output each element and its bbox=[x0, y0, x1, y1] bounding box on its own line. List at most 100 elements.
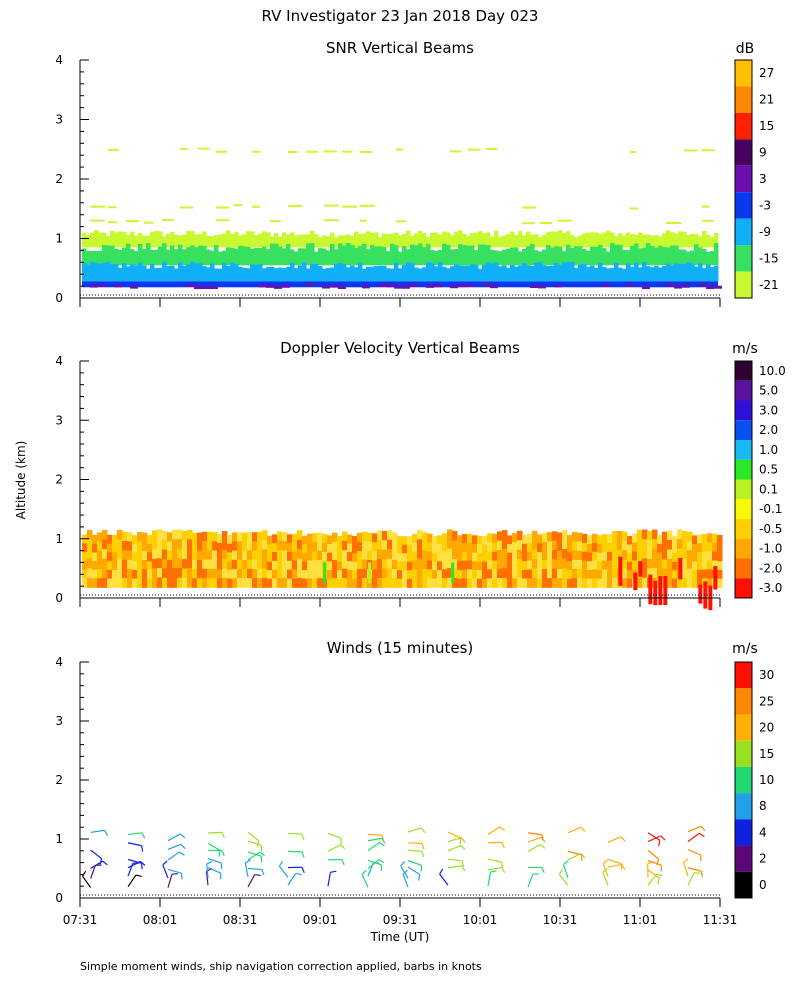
doppler-cell bbox=[422, 568, 428, 579]
doppler-cell bbox=[222, 577, 228, 588]
doppler-cell bbox=[307, 560, 313, 570]
doppler-cell bbox=[497, 531, 503, 542]
wind-barb-flag bbox=[460, 844, 466, 851]
snr-cell bbox=[426, 237, 431, 248]
snr-cell bbox=[270, 266, 275, 282]
doppler-cell bbox=[472, 578, 478, 588]
snr-cell bbox=[458, 265, 463, 282]
doppler-cell bbox=[182, 530, 188, 541]
snr-cell bbox=[122, 247, 127, 266]
doppler-cell bbox=[212, 550, 218, 561]
colorbar-swatch bbox=[735, 440, 752, 460]
doppler-cell bbox=[137, 550, 143, 561]
doppler-cell bbox=[457, 578, 463, 588]
doppler-cell bbox=[482, 561, 488, 571]
snr-cell bbox=[366, 266, 371, 282]
wind-barb-flag bbox=[694, 872, 701, 874]
wind-barb bbox=[407, 849, 423, 852]
doppler-cell bbox=[652, 529, 658, 540]
snr-sparse-echo bbox=[216, 150, 228, 153]
wind-barb bbox=[487, 858, 502, 863]
winds-panel-title: Winds (15 minutes) bbox=[327, 639, 474, 657]
doppler-cell bbox=[707, 560, 713, 570]
doppler-cell bbox=[447, 577, 453, 588]
doppler-cell bbox=[657, 543, 663, 554]
doppler-cell bbox=[157, 567, 163, 579]
doppler-cell bbox=[397, 578, 403, 588]
snr-cell bbox=[422, 267, 427, 282]
snr-cell bbox=[434, 266, 439, 282]
y-tick-label: 2 bbox=[55, 773, 63, 787]
doppler-cell bbox=[327, 552, 333, 562]
snr-sparse-echo bbox=[288, 150, 298, 153]
doppler-cell bbox=[347, 552, 353, 562]
snr-cell bbox=[478, 244, 483, 266]
doppler-cell bbox=[452, 568, 458, 579]
wind-barb-flag bbox=[301, 851, 305, 858]
doppler-cell bbox=[352, 544, 358, 554]
snr-cell bbox=[158, 246, 163, 266]
snr-cell bbox=[562, 250, 567, 266]
doppler-cell bbox=[467, 533, 473, 544]
snr-cell bbox=[466, 265, 471, 282]
doppler-cell bbox=[407, 536, 413, 546]
doppler-cell bbox=[157, 577, 163, 588]
snr-cell bbox=[642, 247, 647, 266]
snr-cell bbox=[674, 245, 679, 266]
snr-cell bbox=[706, 286, 714, 290]
colorbar-label: 20 bbox=[759, 721, 774, 735]
winds-colorbar-unit: m/s bbox=[732, 641, 758, 657]
snr-sparse-echo bbox=[234, 204, 243, 207]
doppler-noise bbox=[653, 580, 658, 606]
doppler-cell bbox=[142, 532, 148, 543]
doppler-cell bbox=[582, 560, 588, 571]
wind-barb bbox=[167, 843, 182, 850]
snr-cell bbox=[138, 243, 143, 266]
snr-cell bbox=[478, 231, 483, 248]
snr-cell bbox=[502, 249, 507, 266]
wind-barb-flag bbox=[501, 842, 505, 849]
doppler-cell bbox=[312, 578, 318, 588]
snr-cell bbox=[506, 267, 511, 282]
snr-cell bbox=[350, 235, 355, 248]
snr-cell bbox=[306, 234, 311, 248]
doppler-cell bbox=[582, 533, 588, 544]
doppler-cell bbox=[347, 543, 353, 553]
snr-sparse-echo bbox=[144, 221, 154, 224]
snr-cell bbox=[122, 263, 127, 282]
doppler-cell bbox=[462, 542, 468, 553]
doppler-cell bbox=[97, 559, 103, 570]
wind-barb bbox=[247, 851, 262, 857]
doppler-cell bbox=[512, 578, 518, 588]
snr-cell bbox=[446, 244, 451, 266]
snr-cell bbox=[278, 246, 283, 266]
doppler-cell bbox=[247, 531, 253, 542]
snr-cell bbox=[610, 267, 615, 282]
doppler-cell bbox=[347, 578, 353, 588]
doppler-cell bbox=[587, 535, 593, 545]
snr-cell bbox=[510, 264, 515, 282]
y-tick-label: 0 bbox=[55, 291, 63, 305]
doppler-cell bbox=[542, 578, 548, 588]
doppler-cell bbox=[427, 551, 433, 561]
doppler-cell bbox=[432, 544, 438, 554]
doppler-cell bbox=[187, 558, 193, 569]
snr-cell bbox=[138, 233, 143, 248]
wind-barb bbox=[247, 831, 260, 842]
snr-cell bbox=[338, 243, 343, 266]
wind-barb-flag bbox=[141, 845, 144, 852]
doppler-cell bbox=[82, 569, 88, 580]
wind-barb bbox=[647, 860, 662, 866]
doppler-cell bbox=[447, 539, 453, 550]
snr-cell bbox=[686, 251, 691, 266]
doppler-cell bbox=[477, 544, 483, 554]
doppler-cell bbox=[667, 539, 673, 550]
doppler-cell bbox=[402, 561, 408, 571]
wind-barb bbox=[90, 849, 103, 860]
doppler-cell bbox=[672, 536, 678, 546]
doppler-cell bbox=[247, 559, 253, 570]
doppler-cell bbox=[197, 532, 203, 543]
doppler-cell bbox=[602, 578, 608, 588]
snr-cell bbox=[382, 246, 387, 266]
snr-cell bbox=[202, 231, 207, 248]
